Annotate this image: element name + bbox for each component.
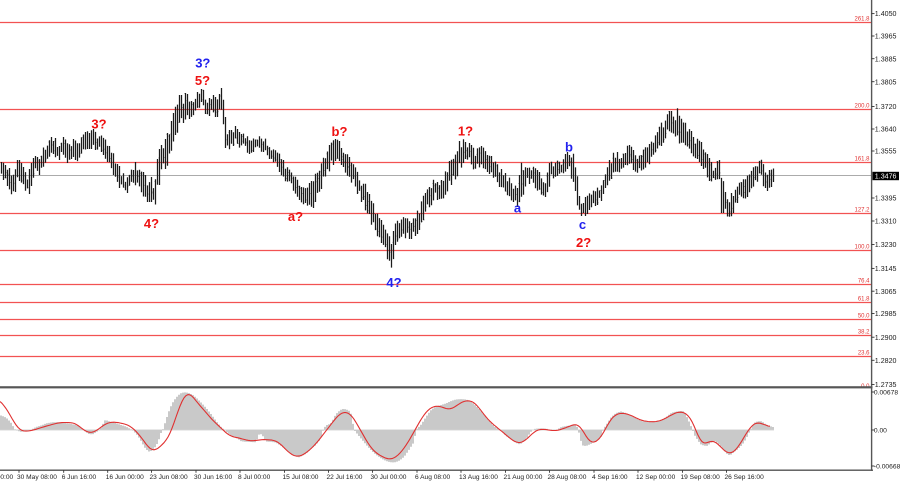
svg-text:0.00678: 0.00678 <box>874 389 898 396</box>
svg-text:13 Aug 16:00: 13 Aug 16:00 <box>459 474 498 481</box>
svg-text:c: c <box>579 217 586 232</box>
svg-text:1.3230: 1.3230 <box>875 241 897 249</box>
svg-text:1.2820: 1.2820 <box>875 357 897 365</box>
svg-text:1.3476: 1.3476 <box>875 173 897 181</box>
svg-text:76.4: 76.4 <box>858 279 870 285</box>
svg-text:b?: b? <box>332 124 348 139</box>
svg-text:8 Jul 00:00: 8 Jul 00:00 <box>238 474 271 481</box>
svg-text:1.3640: 1.3640 <box>875 126 897 134</box>
svg-text:261.8: 261.8 <box>854 17 870 23</box>
svg-text:30 Jul 00:00: 30 Jul 00:00 <box>371 474 407 481</box>
svg-text:1.3885: 1.3885 <box>875 55 897 63</box>
svg-text:26 Sep 16:00: 26 Sep 16:00 <box>725 474 765 481</box>
svg-text:21 Aug 00:00: 21 Aug 00:00 <box>504 474 543 481</box>
svg-text:-0.00668: -0.00668 <box>874 463 900 470</box>
svg-text:1.2900: 1.2900 <box>875 334 897 342</box>
svg-text:19 Sep 08:00: 19 Sep 08:00 <box>681 474 721 481</box>
svg-text:6 Jun 16:00: 6 Jun 16:00 <box>62 474 97 481</box>
svg-text:15 Jul 08:00: 15 Jul 08:00 <box>283 474 319 481</box>
svg-text:a?: a? <box>288 209 303 224</box>
svg-text:3?: 3? <box>195 56 210 71</box>
svg-text:23.6: 23.6 <box>858 351 870 357</box>
svg-text:1.2985: 1.2985 <box>875 310 897 318</box>
svg-text:1.4050: 1.4050 <box>875 10 897 18</box>
svg-text:00:00: 00:00 <box>0 474 14 481</box>
svg-text:1.3805: 1.3805 <box>875 78 897 86</box>
svg-text:23 Jun 08:00: 23 Jun 08:00 <box>150 474 188 481</box>
svg-text:38.2: 38.2 <box>858 330 870 336</box>
svg-text:200.0: 200.0 <box>854 104 870 110</box>
svg-text:30 May 08:00: 30 May 08:00 <box>17 474 57 481</box>
svg-text:4 Sep 16:00: 4 Sep 16:00 <box>592 474 628 481</box>
svg-text:1.3555: 1.3555 <box>875 148 897 156</box>
svg-text:12 Sep 00:00: 12 Sep 00:00 <box>636 474 676 481</box>
svg-text:1.3310: 1.3310 <box>875 218 897 226</box>
svg-text:50.0: 50.0 <box>858 314 870 320</box>
svg-text:a: a <box>514 200 522 215</box>
svg-text:1.3145: 1.3145 <box>875 265 897 273</box>
svg-text:0.00: 0.00 <box>874 427 887 434</box>
svg-text:61.8: 61.8 <box>858 297 870 303</box>
svg-text:127.2: 127.2 <box>854 208 870 214</box>
svg-text:22 Jul 16:00: 22 Jul 16:00 <box>327 474 363 481</box>
svg-text:1.3395: 1.3395 <box>875 195 897 203</box>
svg-text:28 Aug 08:00: 28 Aug 08:00 <box>548 474 587 481</box>
svg-text:1.3965: 1.3965 <box>875 33 897 41</box>
svg-text:161.8: 161.8 <box>854 157 870 163</box>
svg-text:6 Aug 08:00: 6 Aug 08:00 <box>415 474 451 481</box>
svg-text:30 Jun 16:00: 30 Jun 16:00 <box>194 474 232 481</box>
svg-text:1.2735: 1.2735 <box>875 381 897 389</box>
svg-text:4?: 4? <box>144 216 159 231</box>
svg-text:4?: 4? <box>386 275 401 290</box>
svg-text:1?: 1? <box>458 123 473 138</box>
svg-text:16 Jun 00:00: 16 Jun 00:00 <box>106 474 144 481</box>
svg-text:1.3720: 1.3720 <box>875 103 897 111</box>
svg-text:3?: 3? <box>91 117 106 132</box>
svg-text:1.3065: 1.3065 <box>875 288 897 296</box>
svg-text:2?: 2? <box>576 235 591 250</box>
svg-text:b: b <box>565 140 573 155</box>
svg-text:100.0: 100.0 <box>854 245 870 251</box>
svg-text:5?: 5? <box>195 73 210 88</box>
